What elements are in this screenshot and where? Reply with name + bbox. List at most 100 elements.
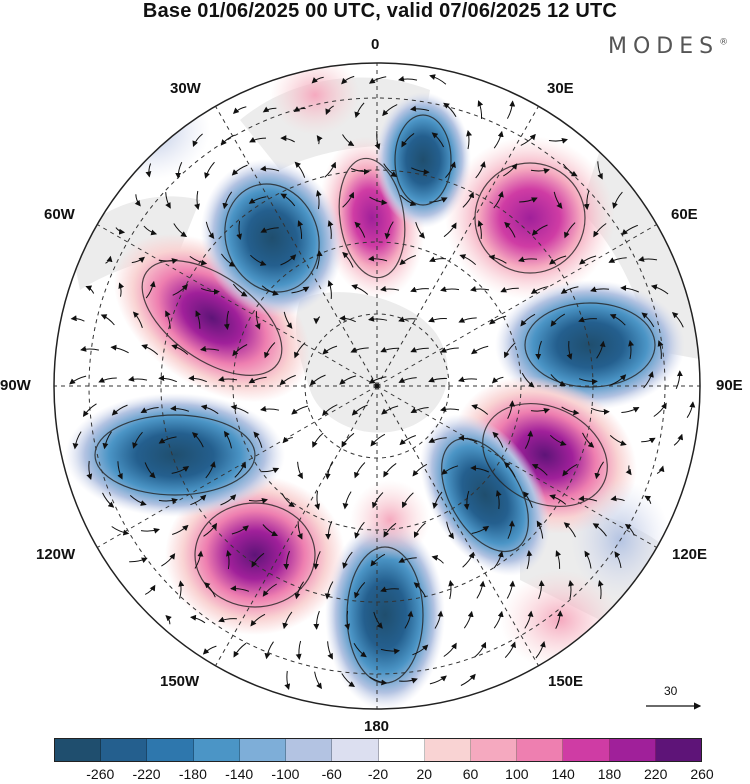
wind-arrow — [531, 224, 548, 236]
wind-arrow — [312, 432, 324, 448]
wind-arrow — [339, 375, 357, 385]
wind-arrow — [69, 375, 87, 385]
colorbar-segment — [286, 739, 333, 761]
wind-arrow — [105, 255, 113, 264]
wind-arrow — [590, 407, 610, 415]
wind-arrow — [80, 345, 100, 352]
wind-arrow — [550, 313, 566, 327]
wind-arrow — [233, 642, 247, 658]
wind-arrow — [398, 75, 418, 82]
wind-arrow — [324, 581, 334, 600]
wind-arrow — [313, 610, 320, 630]
wind-arrow — [429, 256, 447, 263]
wind-arrow — [370, 553, 386, 567]
wind-arrow — [175, 161, 183, 179]
wind-arrow — [165, 310, 171, 329]
wind-arrow — [398, 316, 417, 323]
wind-arrow — [431, 132, 445, 148]
colorbar-tick-label: -180 — [178, 766, 207, 782]
wind-arrow — [521, 372, 535, 388]
wind-arrow — [254, 311, 261, 330]
wind-arrow — [129, 557, 148, 564]
wind-arrow — [165, 615, 172, 625]
wind-arrow — [350, 347, 369, 353]
wind-arrow — [460, 673, 476, 686]
meridian-line — [215, 106, 378, 387]
wind-arrow — [234, 461, 247, 478]
wind-arrow — [415, 221, 425, 239]
wind-arrow — [524, 430, 534, 449]
wind-arrow — [295, 640, 302, 660]
wind-arrow — [280, 135, 295, 143]
colorbar-segment — [655, 739, 702, 761]
wind-arrow — [316, 250, 323, 270]
wind-arrow — [131, 256, 145, 264]
wind-arrow — [218, 616, 237, 623]
wind-arrow — [261, 467, 280, 474]
wind-arrow — [250, 613, 266, 627]
wind-arrow — [282, 436, 293, 444]
wind-arrow — [291, 286, 310, 294]
wind-arrow — [380, 586, 399, 593]
wind-arrow — [458, 317, 477, 323]
wind-arrow — [144, 584, 156, 595]
wind-arrow — [231, 164, 248, 176]
wind-arrow — [260, 227, 279, 233]
wind-arrow — [520, 133, 536, 146]
wind-arrow — [491, 376, 504, 384]
wind-arrow — [371, 492, 384, 509]
wind-arrow — [294, 342, 306, 359]
wind-arrow — [686, 401, 696, 418]
wind-arrow — [248, 196, 267, 204]
lon-label-30w: 30W — [170, 80, 201, 97]
wind-arrow — [325, 520, 333, 540]
wind-arrow — [110, 344, 129, 354]
wind-arrow — [368, 76, 387, 84]
wind-arrow — [507, 400, 516, 419]
wind-arrow — [315, 190, 322, 210]
brand-logo: MODES® — [608, 34, 728, 59]
wind-arrow — [625, 465, 632, 476]
wind-arrow — [493, 191, 504, 209]
wind-arrow — [582, 432, 595, 448]
wind-arrow — [230, 404, 249, 414]
wind-arrow — [592, 523, 607, 537]
wind-arrow — [297, 220, 304, 239]
wind-arrow — [325, 105, 334, 116]
wind-arrow — [657, 340, 664, 359]
wind-arrow — [342, 251, 354, 268]
wind-arrow — [284, 670, 291, 690]
wind-arrow — [117, 461, 123, 480]
map-title: Base 01/06/2025 00 UTC, valid 07/06/2025… — [142, 0, 618, 22]
wind-arrow — [476, 580, 486, 599]
wind-arrow — [262, 106, 277, 113]
wind-arrow — [530, 286, 549, 294]
wind-arrow — [248, 498, 268, 504]
wind-arrow — [410, 346, 429, 353]
wind-arrow — [341, 432, 355, 448]
wind-arrow — [470, 345, 489, 355]
colorbar-ticks: -260 -220 -180 -140 -100 -60 -20 20 60 100 140 180 2… — [0, 766, 750, 784]
wind-arrow — [218, 376, 238, 382]
wind-arrow — [506, 580, 516, 599]
wind-arrow — [458, 435, 478, 443]
wind-arrow — [261, 285, 279, 296]
wind-arrow — [369, 196, 388, 206]
wind-arrow — [535, 340, 542, 360]
wind-arrow — [566, 341, 573, 360]
lon-label-60w: 60W — [44, 206, 75, 223]
wind-arrow — [384, 221, 394, 240]
wind-arrow — [503, 462, 516, 478]
wind-arrow — [398, 557, 417, 563]
wind-arrow — [462, 191, 475, 208]
colorbar-tick-label: 100 — [505, 766, 529, 782]
wind-arrow — [145, 163, 152, 178]
wind-arrow — [191, 432, 204, 448]
wind-arrow — [520, 313, 536, 327]
wind-arrow — [253, 431, 263, 448]
colorbar-segment — [609, 739, 656, 761]
wind-arrow — [463, 610, 474, 629]
wind-arrow — [195, 310, 201, 329]
wind-arrow — [341, 673, 356, 688]
lon-label-180: 180 — [364, 718, 390, 735]
